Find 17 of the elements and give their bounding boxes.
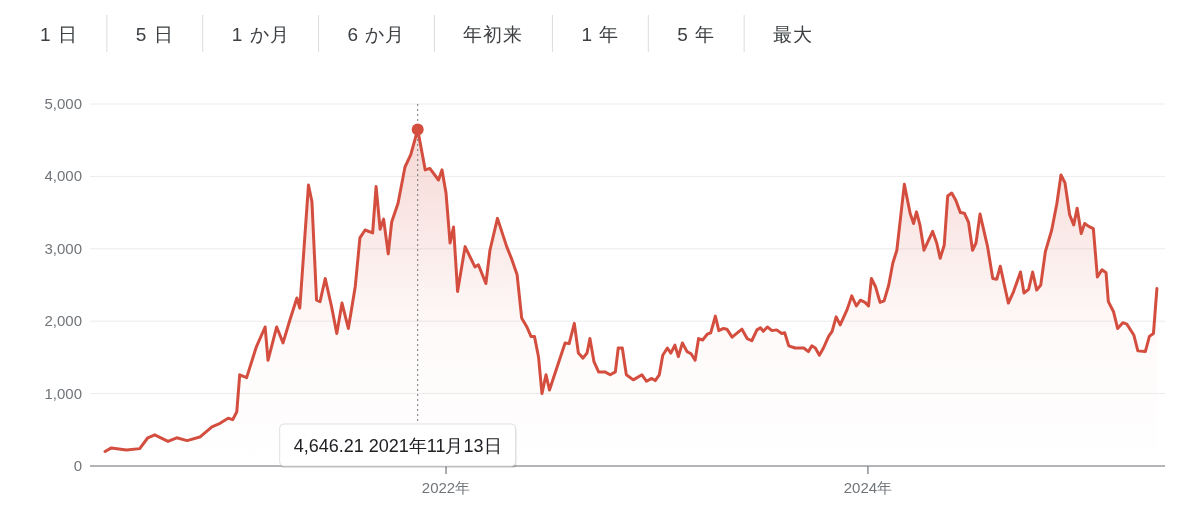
y-tick-label: 3,000 <box>44 239 82 257</box>
text: 1 年 <box>581 24 620 45</box>
text: 最大 <box>773 24 814 45</box>
y-tick-label: 4,000 <box>44 167 82 185</box>
text: 1 か月 <box>231 24 290 45</box>
x-tick-label: 2024年 <box>843 479 893 496</box>
annotation: 4,646.21 2021年11月13日 <box>293 436 502 456</box>
y-tick-label: 1,000 <box>44 384 82 402</box>
text: 年初来 <box>463 24 524 45</box>
x-tick-label: 2022年 <box>421 479 471 496</box>
y-tick-label: 5,000 <box>44 95 82 112</box>
y-tick-label: 0 <box>73 457 82 474</box>
text: 5 年 <box>677 24 716 45</box>
y-tick-label: 2,000 <box>44 312 82 330</box>
text: 6 か月 <box>347 24 406 45</box>
text: 1 日 <box>40 24 78 45</box>
text: 5 日 <box>135 24 174 45</box>
